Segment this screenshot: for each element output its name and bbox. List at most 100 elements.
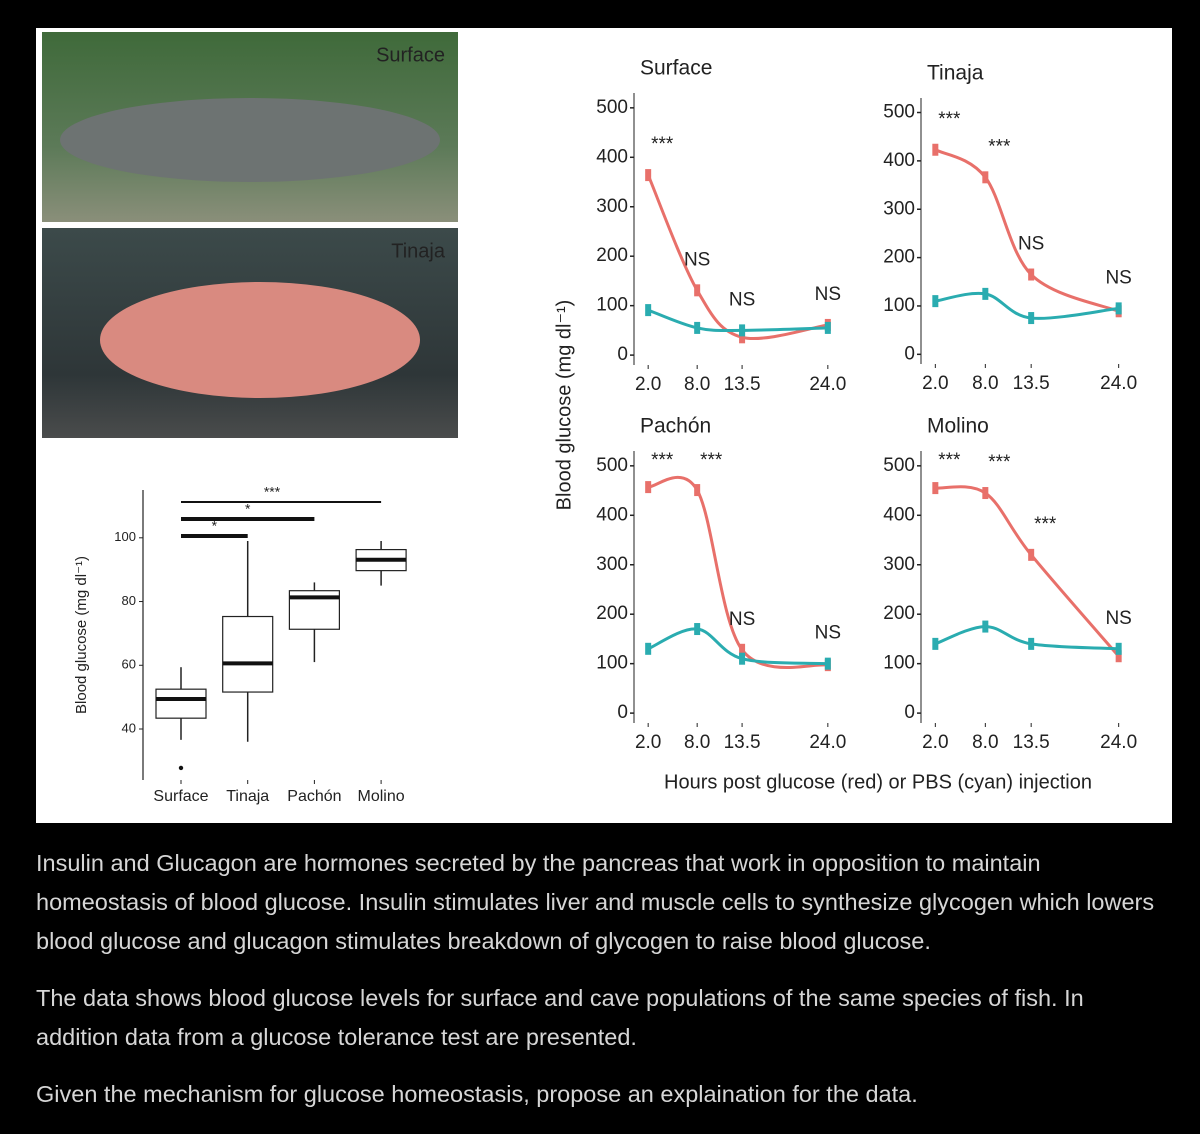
- data-point: [1028, 312, 1035, 325]
- y-tick-label: 200: [596, 245, 628, 266]
- y-tick-label: 500: [596, 97, 628, 118]
- photo-label: Tinaja: [391, 240, 446, 262]
- x-tick-label: 8.0: [972, 732, 998, 753]
- significance-label: ***: [988, 452, 1011, 473]
- x-axis-label: Hours post glucose (red) or PBS (cyan) i…: [664, 771, 1092, 793]
- x-tick-label: Surface: [153, 788, 208, 805]
- data-point: [694, 623, 701, 636]
- y-tick-label: 100: [883, 295, 915, 316]
- y-axis-label: Blood glucose (mg dl⁻¹): [73, 556, 90, 714]
- x-tick-label: 8.0: [972, 373, 998, 394]
- significance-label: ***: [1034, 514, 1057, 535]
- data-point: [645, 304, 652, 317]
- data-point: [982, 620, 989, 633]
- data-point: [739, 643, 746, 656]
- y-tick-label: 200: [883, 603, 915, 624]
- data-point: [824, 657, 831, 670]
- data-point: [982, 487, 989, 500]
- x-tick-label: 2.0: [922, 732, 948, 753]
- x-tick-label: 8.0: [684, 374, 710, 395]
- significance-label: ***: [651, 134, 674, 155]
- significance-label: NS: [1105, 608, 1131, 629]
- x-tick-label: 13.5: [1013, 373, 1050, 394]
- data-point: [739, 331, 746, 344]
- data-point: [1028, 268, 1035, 281]
- y-tick-label: 200: [883, 247, 915, 268]
- data-point: [694, 484, 701, 497]
- y-tick-label: 300: [596, 554, 628, 575]
- fish-illustration: [60, 98, 440, 182]
- significance-label: ***: [700, 450, 723, 471]
- data-point: [739, 324, 746, 337]
- line-series: [934, 148, 1120, 313]
- x-tick-label: 24.0: [809, 374, 846, 395]
- x-tick-label: 13.5: [724, 374, 761, 395]
- data-point: [982, 287, 989, 300]
- data-point: [982, 171, 989, 184]
- y-tick-label: 60: [122, 657, 136, 672]
- y-tick-label: 300: [883, 198, 915, 219]
- data-point: [932, 143, 939, 156]
- fish-illustration: [100, 282, 420, 398]
- x-tick-label: 2.0: [635, 374, 661, 395]
- y-tick-label: 100: [883, 653, 915, 674]
- y-tick-label: 400: [596, 504, 628, 525]
- significance-label: *: [212, 518, 218, 534]
- significance-label: NS: [1105, 267, 1131, 288]
- line-series: [934, 625, 1119, 651]
- data-point: [932, 482, 939, 495]
- box: [155, 688, 207, 719]
- y-tick-label: 400: [596, 146, 628, 167]
- x-tick-label: 8.0: [684, 732, 710, 753]
- significance-label: NS: [1018, 234, 1044, 255]
- significance-label: ***: [938, 109, 961, 130]
- x-tick-label: 13.5: [724, 732, 761, 753]
- panel-title: Surface: [640, 57, 712, 80]
- data-point: [739, 652, 746, 665]
- y-tick-label: 80: [122, 593, 136, 608]
- y-tick-label: 40: [122, 720, 136, 735]
- figure: Surface Tinaja Blood glucose (mg dl⁻¹) H…: [36, 28, 1172, 823]
- paragraph: The data shows blood glucose levels for …: [36, 985, 1084, 1050]
- y-tick-label: 100: [596, 653, 628, 674]
- data-point: [1028, 637, 1035, 650]
- y-tick-label: 0: [904, 702, 915, 723]
- photo-label: Surface: [376, 44, 445, 66]
- y-tick-label: 500: [883, 455, 915, 476]
- data-point: [694, 321, 701, 334]
- y-tick-label: 300: [883, 554, 915, 575]
- significance-label: ***: [938, 450, 961, 471]
- x-tick-label: Pachón: [287, 788, 341, 805]
- y-tick-label: 400: [883, 150, 915, 171]
- y-tick-label: 200: [596, 603, 628, 624]
- x-tick-label: 24.0: [809, 732, 846, 753]
- y-tick-label: 0: [617, 702, 628, 723]
- paragraph: Given the mechanism for glucose homeosta…: [36, 1081, 918, 1107]
- data-point: [824, 321, 831, 334]
- y-tick-label: 100: [114, 529, 136, 544]
- y-axis-label: Blood glucose (mg dl⁻¹): [553, 300, 575, 511]
- significance-label: ***: [651, 450, 674, 471]
- x-tick-label: 24.0: [1100, 732, 1137, 753]
- line-series: [647, 308, 828, 332]
- y-tick-label: 100: [596, 295, 628, 316]
- x-tick-label: 2.0: [635, 732, 661, 753]
- significance-label: ***: [988, 136, 1011, 157]
- panel-title: Tinaja: [927, 62, 984, 85]
- significance-label: NS: [815, 623, 841, 644]
- data-point: [1115, 650, 1122, 663]
- y-tick-label: 0: [904, 343, 915, 364]
- data-point: [932, 295, 939, 308]
- data-point: [1028, 548, 1035, 561]
- data-point: [645, 481, 652, 494]
- line-series: [647, 627, 828, 666]
- x-tick-label: 2.0: [922, 373, 948, 394]
- significance-label: *: [245, 501, 251, 517]
- line-series: [935, 291, 1119, 320]
- y-tick-label: 400: [883, 504, 915, 525]
- significance-label: NS: [729, 609, 755, 630]
- data-point: [932, 637, 939, 650]
- x-tick-label: Molino: [358, 788, 405, 805]
- line-series: [935, 485, 1120, 658]
